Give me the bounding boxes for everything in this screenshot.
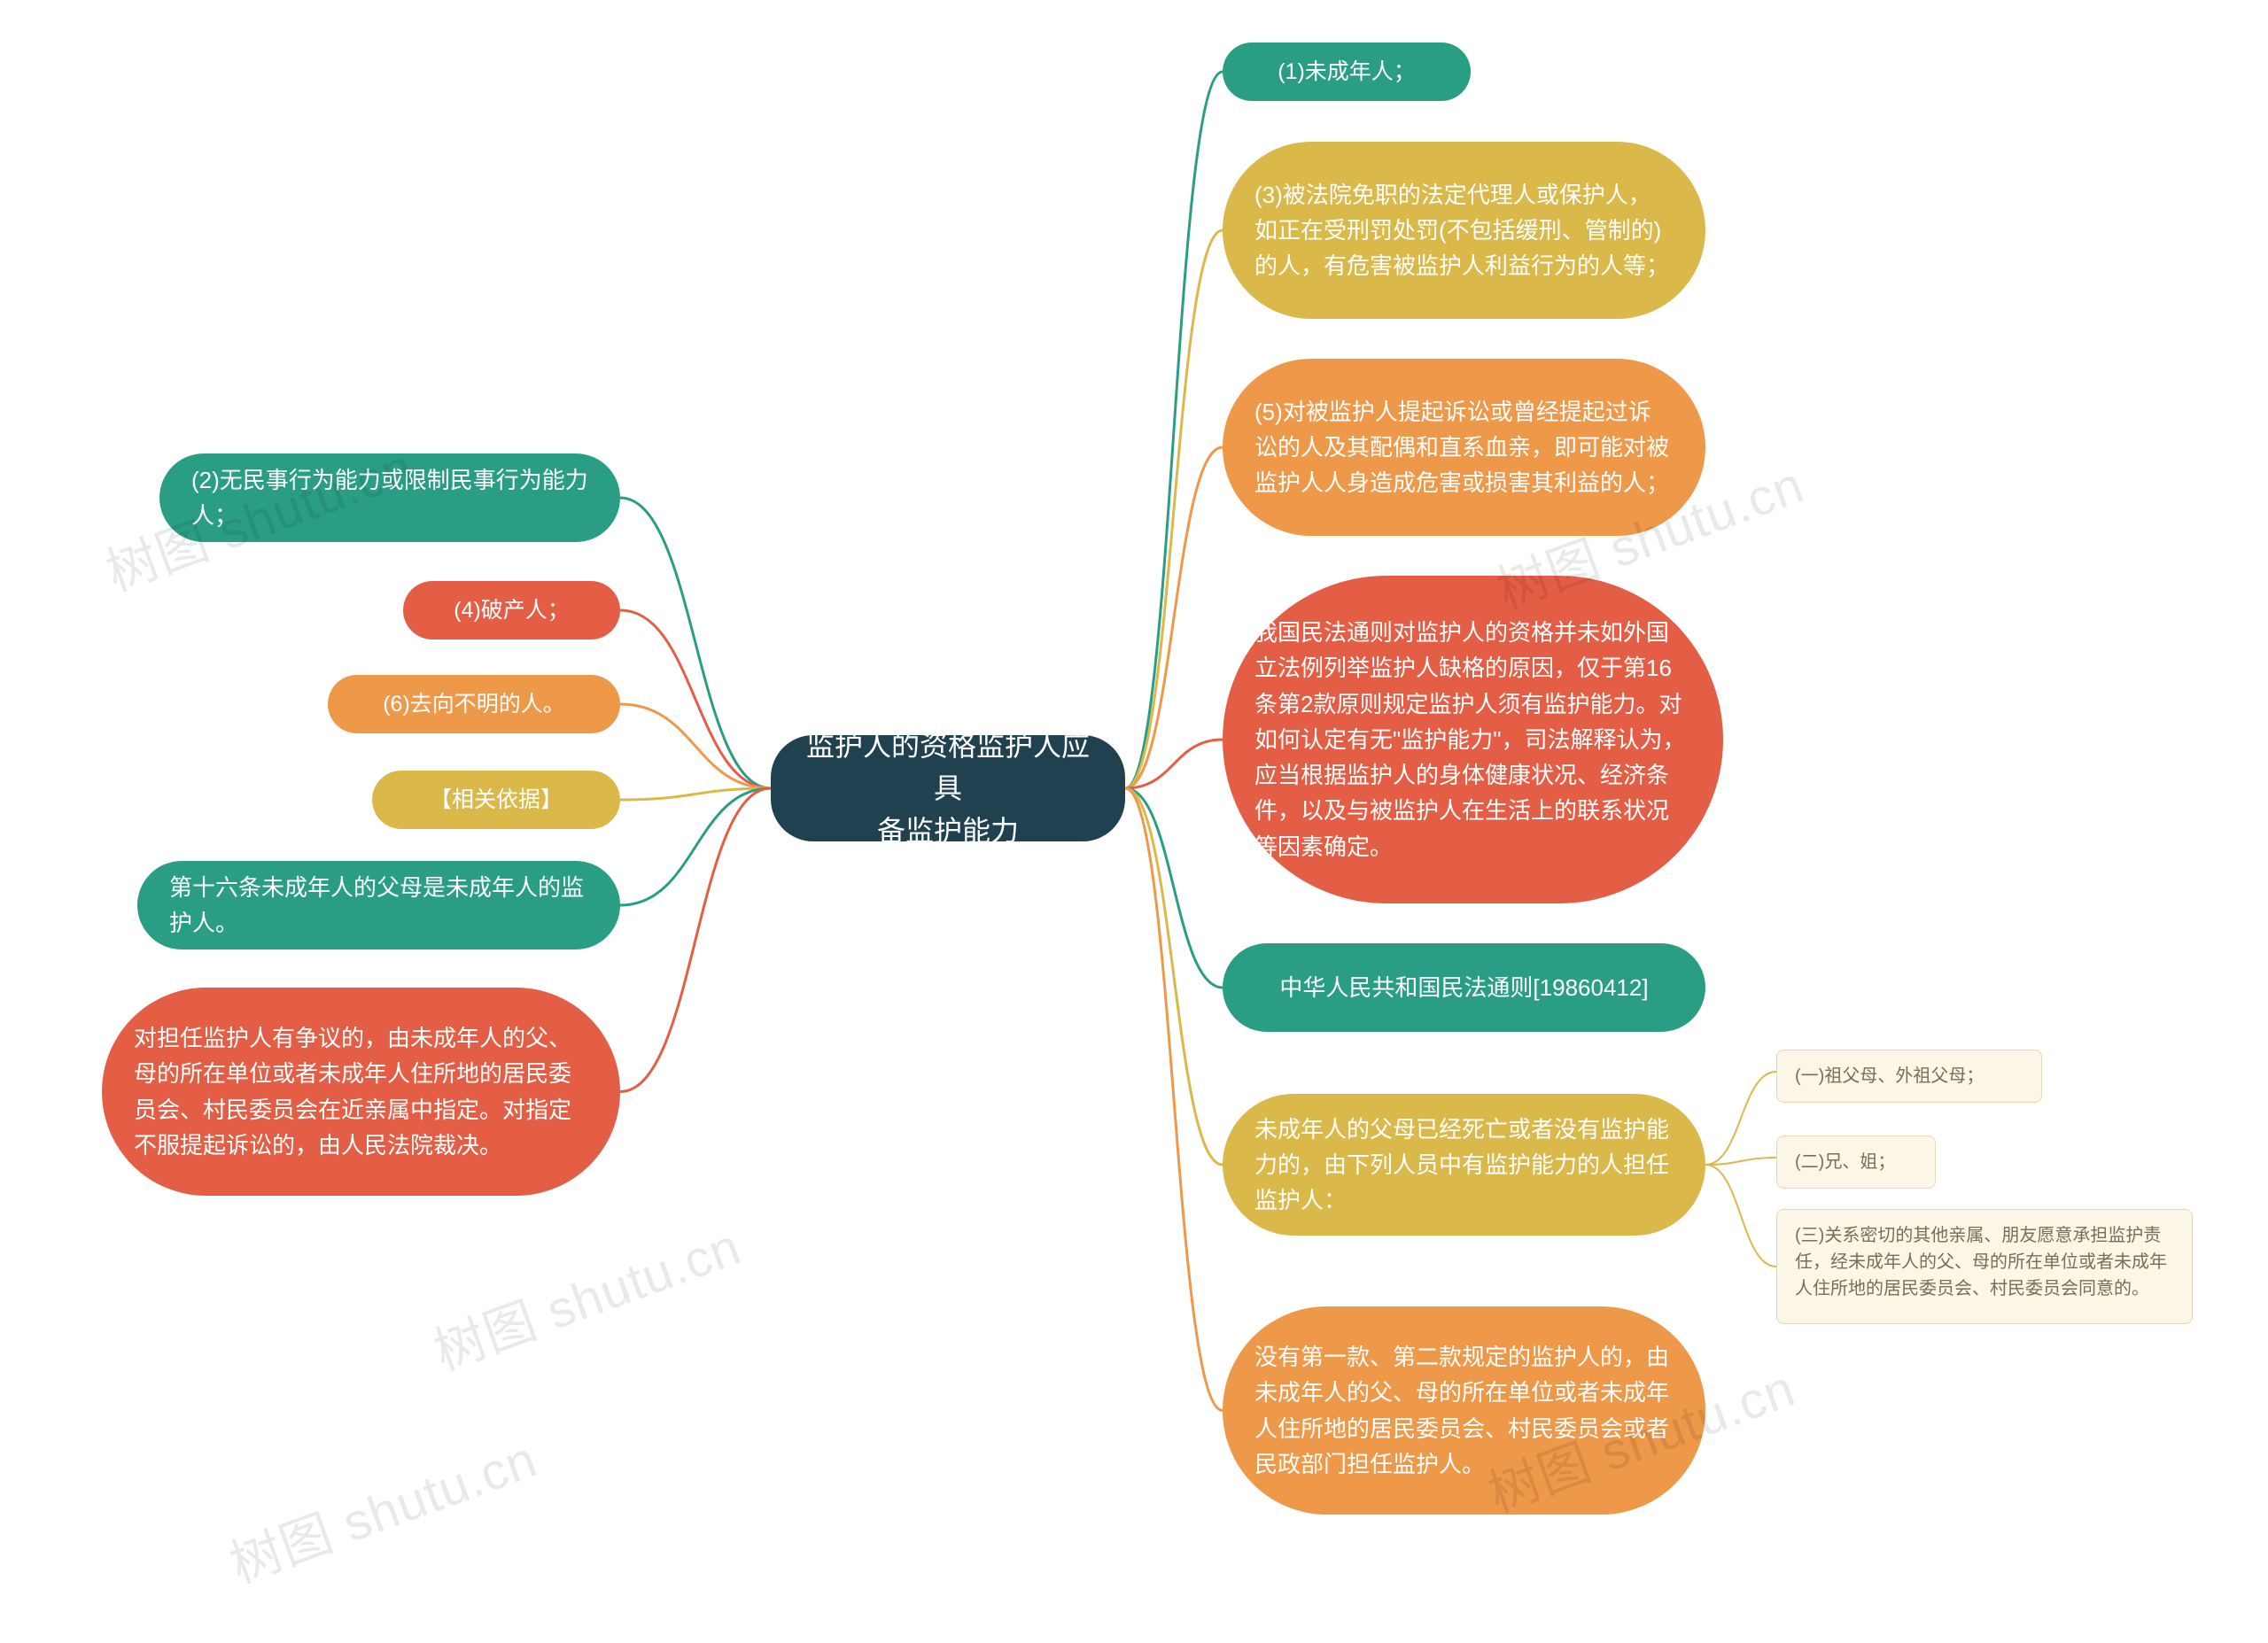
mindmap-node-l3: (6)去向不明的人。	[328, 675, 620, 733]
mindmap-leaf-lf1: (一)祖父母、外祖父母；	[1776, 1050, 2042, 1103]
connector-layer	[0, 0, 2268, 1643]
mindmap-leaf-lf3: (三)关系密切的其他亲属、朋友愿意承担监护责任，经未成年人的父、母的所在单位或者…	[1776, 1209, 2193, 1324]
mindmap-node-l4: 【相关依据】	[372, 771, 620, 829]
mindmap-center-node: 监护人的资格监护人应具备监护能力	[771, 735, 1125, 841]
mindmap-node-r2: (3)被法院免职的法定代理人或保护人，如正在受刑罚处罚(不包括缓刑、管制的)的人…	[1223, 142, 1705, 319]
mindmap-node-l6: 对担任监护人有争议的，由未成年人的父、母的所在单位或者未成年人住所地的居民委员会…	[102, 988, 620, 1196]
mindmap-node-r3: (5)对被监护人提起诉讼或曾经提起过诉讼的人及其配偶和直系血亲，即可能对被监护人…	[1223, 359, 1705, 536]
mindmap-node-l1: (2)无民事行为能力或限制民事行为能力人；	[159, 453, 620, 542]
mindmap-node-r1: (1)未成年人；	[1223, 43, 1471, 101]
mindmap-node-l2: (4)破产人；	[403, 581, 620, 639]
watermark: 树图 shutu.cn	[219, 1418, 546, 1598]
mindmap-node-r7: 没有第一款、第二款规定的监护人的，由未成年人的父、母的所在单位或者未成年人住所地…	[1223, 1306, 1705, 1515]
mindmap-node-l5: 第十六条未成年人的父母是未成年人的监护人。	[137, 861, 620, 949]
mindmap-leaf-lf2: (二)兄、姐；	[1776, 1135, 1936, 1189]
mindmap-node-r4: 我国民法通则对监护人的资格并未如外国立法例列举监护人缺格的原因，仅于第16条第2…	[1223, 576, 1723, 903]
watermark: 树图 shutu.cn	[423, 1205, 750, 1385]
mindmap-node-r5: 中华人民共和国民法通则[19860412]	[1223, 943, 1705, 1032]
mindmap-node-r6: 未成年人的父母已经死亡或者没有监护能力的，由下列人员中有监护能力的人担任监护人：	[1223, 1094, 1705, 1236]
